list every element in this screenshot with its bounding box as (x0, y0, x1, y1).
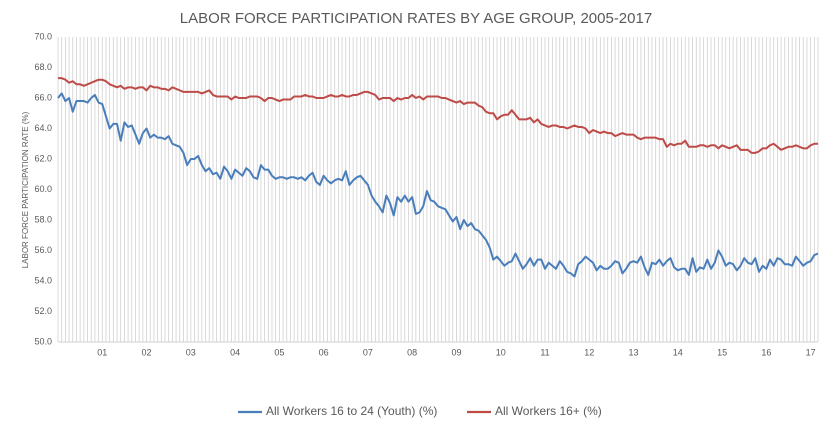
x-tick-label: 06 (319, 347, 329, 357)
y-tick-label: 50.0 (34, 336, 52, 346)
y-tick-label: 60.0 (34, 184, 52, 194)
y-tick-label: 56.0 (34, 245, 52, 255)
x-tick-label: 10 (496, 347, 506, 357)
x-tick-label: 16 (761, 347, 771, 357)
y-tick-label: 68.0 (34, 62, 52, 72)
y-tick-label: 64.0 (34, 123, 52, 133)
x-tick-label: 04 (230, 347, 240, 357)
y-tick-label: 54.0 (34, 275, 52, 285)
legend-label: All Workers 16 to 24 (Youth) (%) (266, 404, 437, 418)
x-tick-label: 07 (363, 347, 373, 357)
x-tick-label: 13 (629, 347, 639, 357)
x-tick-label: 17 (806, 347, 816, 357)
x-tick-label: 02 (142, 347, 152, 357)
x-tick-label: 11 (540, 347, 549, 357)
y-tick-label: 66.0 (34, 92, 52, 102)
series-line (58, 77, 818, 154)
x-tick-label: 15 (717, 347, 727, 357)
x-tick-label: 12 (584, 347, 594, 357)
x-tick-label: 09 (451, 347, 461, 357)
x-tick-label: 03 (186, 347, 196, 357)
y-tick-label: 58.0 (34, 214, 52, 224)
legend-label: All Workers 16+ (%) (495, 404, 602, 418)
y-tick-label: 62.0 (34, 153, 52, 163)
x-tick-label: 05 (274, 347, 284, 357)
x-tick-label: 01 (97, 347, 107, 357)
series-line (57, 92, 819, 278)
y-tick-label: 70.0 (34, 31, 52, 41)
x-tick-label: 08 (407, 347, 417, 357)
y-axis-label: LABOR FORCE PARTICIPATION RATE (%) (21, 111, 30, 268)
chart-title: LABOR FORCE PARTICIPATION RATES BY AGE G… (180, 10, 652, 27)
x-tick-label: 14 (673, 347, 683, 357)
y-tick-label: 52.0 (34, 306, 52, 316)
